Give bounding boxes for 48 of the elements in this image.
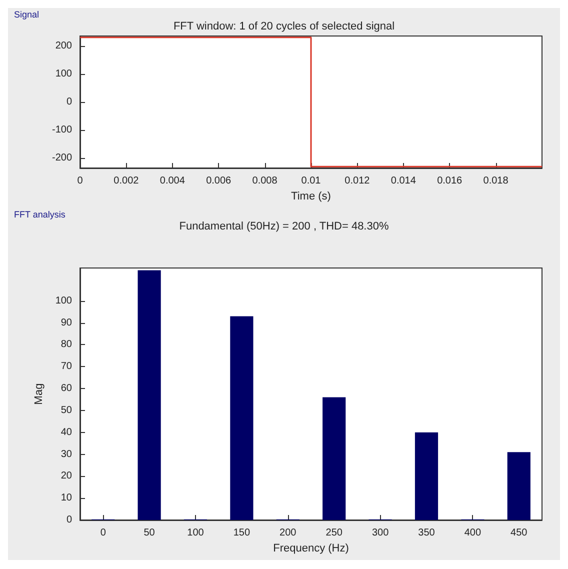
y-tick-label: 50 bbox=[60, 404, 72, 416]
x-tick-label: 100 bbox=[187, 528, 204, 538]
x-tick-label: 50 bbox=[144, 528, 156, 538]
y-tick-label: 200 bbox=[55, 40, 72, 52]
y-tick-label: 10 bbox=[60, 492, 72, 504]
x-tick-label: 0.004 bbox=[160, 176, 186, 186]
y-tick-label: -200 bbox=[52, 152, 72, 164]
text: FFT analysis bbox=[14, 210, 66, 220]
x-tick-label: 0.012 bbox=[344, 176, 370, 186]
y-tick-label: 100 bbox=[55, 295, 72, 306]
x-axis-title: Time (s) bbox=[291, 190, 331, 202]
x-tick-label: 0.018 bbox=[483, 176, 509, 186]
y-tick-label: 80 bbox=[60, 339, 72, 350]
x-tick-label: 400 bbox=[464, 528, 482, 538]
x-tick-label: 350 bbox=[418, 528, 436, 538]
x-tick-label: 300 bbox=[372, 528, 390, 538]
x-tick-label: 0.016 bbox=[437, 176, 463, 186]
y-tick-label: 40 bbox=[60, 426, 72, 438]
bar bbox=[414, 432, 438, 520]
text: Signal bbox=[14, 10, 40, 20]
x-tick-label: 0.006 bbox=[206, 176, 232, 186]
x-tick-label: 0.008 bbox=[252, 176, 278, 186]
x-tick-label: 250 bbox=[326, 528, 343, 538]
x-tick-label: 450 bbox=[510, 528, 528, 538]
y-tick-label: 30 bbox=[60, 448, 72, 460]
y-tick-label: 70 bbox=[60, 361, 72, 372]
y-tick-label: 90 bbox=[60, 317, 72, 328]
bar bbox=[507, 452, 530, 520]
x-tick-label: 0.002 bbox=[114, 176, 140, 186]
x-tick-label: 0.01 bbox=[301, 176, 322, 186]
x-axis-title: Frequency (Hz) bbox=[273, 542, 349, 554]
y-axis-title: Mag bbox=[32, 383, 45, 405]
bar bbox=[322, 397, 346, 520]
chart-title: Fundamental (50Hz) = 200 , THD= 48.30% bbox=[179, 220, 389, 232]
bar bbox=[230, 316, 254, 520]
y-tick-label: 60 bbox=[60, 383, 72, 394]
y-tick-label: -100 bbox=[52, 124, 72, 136]
x-tick-label: 0 bbox=[77, 176, 84, 186]
x-tick-label: 0.014 bbox=[390, 176, 416, 186]
bar bbox=[138, 270, 161, 520]
y-tick-label: 0 bbox=[66, 514, 72, 526]
chart-title: FFT window: 1 of 20 cycles of selected signal bbox=[173, 20, 395, 32]
y-tick-label: 100 bbox=[55, 68, 72, 80]
y-tick-label: 20 bbox=[60, 470, 72, 482]
y-tick-label: 0 bbox=[66, 96, 72, 108]
x-tick-label: 0 bbox=[100, 528, 106, 538]
x-tick-label: 200 bbox=[280, 528, 297, 538]
x-tick-label: 150 bbox=[233, 528, 250, 538]
